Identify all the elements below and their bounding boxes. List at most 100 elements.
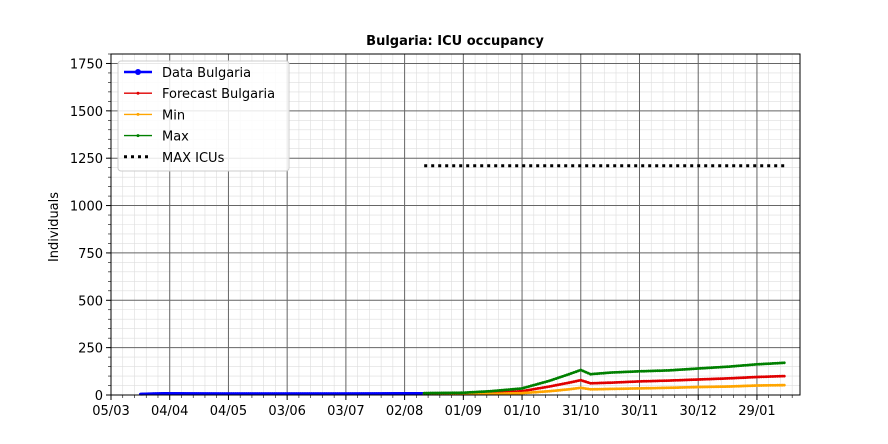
data-point: [567, 387, 571, 391]
data-point: [604, 381, 608, 385]
data-point: [271, 392, 274, 396]
y-tick-label: 500: [78, 294, 103, 309]
data-point: [370, 392, 374, 395]
data-point: [527, 388, 531, 392]
legend-entry-max: Max: [124, 130, 189, 145]
data-point: [498, 392, 502, 395]
data-point: [710, 366, 713, 370]
data-point: [755, 384, 759, 387]
data-point: [600, 381, 603, 385]
data-point: [762, 384, 766, 387]
data-point: [602, 381, 605, 385]
data-point: [721, 385, 725, 388]
data-point: [331, 392, 335, 396]
data-point: [604, 387, 608, 391]
data-point: [744, 363, 747, 367]
data-point: [457, 391, 461, 395]
data-point: [685, 367, 689, 371]
data-point: [741, 384, 745, 388]
legend-entry-forecast-bulgaria: Forecast Bulgaria: [124, 87, 275, 102]
data-point: [433, 391, 437, 395]
data-point: [644, 386, 648, 390]
data-point: [624, 387, 628, 390]
data-point: [177, 392, 181, 395]
data-point: [719, 365, 722, 369]
data-point: [386, 392, 389, 395]
data-point: [577, 379, 580, 383]
data-point: [518, 387, 522, 390]
data-point: [487, 389, 490, 393]
data-point: [595, 372, 599, 376]
data-point: [751, 384, 754, 388]
data-point: [622, 380, 626, 384]
data-point: [584, 380, 588, 384]
data-point: [633, 387, 637, 390]
data-point: [674, 386, 677, 389]
y-axis: 0 250 500 750 1000 1250 1500 1750: [70, 53, 111, 404]
data-point: [420, 392, 424, 395]
data-point: [778, 361, 782, 365]
data-point: [593, 381, 597, 385]
data-point: [613, 387, 617, 391]
data-point: [712, 385, 716, 389]
data-point: [699, 366, 702, 370]
legend-box: [117, 60, 290, 172]
data-point: [595, 381, 599, 385]
data-point: [340, 392, 344, 396]
y-tick-label: 1500: [70, 105, 103, 120]
data-point: [197, 392, 201, 395]
data-point: [581, 379, 585, 383]
data-point: [201, 392, 205, 395]
data-point: [739, 376, 743, 380]
data-point: [635, 380, 639, 383]
data-point: [589, 381, 592, 385]
chart-title: Bulgaria: ICU occupancy: [366, 34, 544, 49]
data-point: [561, 382, 564, 386]
y-tick-label: 1000: [70, 200, 103, 215]
data-point: [310, 392, 313, 396]
data-point: [507, 392, 510, 395]
data-point: [516, 387, 519, 391]
data-point: [778, 374, 782, 378]
data-point: [773, 383, 777, 387]
data-point: [705, 366, 709, 370]
data-point: [169, 392, 172, 395]
data-point: [484, 390, 488, 393]
data-point: [629, 380, 632, 384]
data-point: [351, 392, 355, 395]
legend-label: MAX ICUs: [162, 151, 225, 166]
data-point: [597, 381, 601, 385]
data-point: [701, 377, 705, 381]
data-point: [608, 371, 612, 374]
data-point: [552, 377, 556, 381]
data-point: [509, 392, 513, 395]
data-point: [712, 377, 716, 381]
data-point: [223, 392, 227, 396]
data-point: [156, 392, 159, 395]
data-point: [703, 377, 707, 381]
data-point: [173, 392, 177, 395]
data-point: [685, 378, 689, 382]
data-point: [396, 392, 400, 395]
data-point: [353, 392, 357, 395]
data-point: [669, 368, 673, 372]
data-point: [725, 377, 729, 380]
data-point: [556, 389, 560, 392]
data-point: [477, 390, 481, 394]
data-point: [556, 383, 560, 387]
data-point: [529, 384, 533, 388]
x-tick-label: 30/12: [679, 404, 716, 419]
series-max: [422, 361, 786, 395]
data-point: [708, 377, 711, 381]
data-point: [505, 388, 508, 392]
data-point: [626, 370, 630, 374]
data-point: [660, 379, 664, 383]
data-point: [780, 383, 784, 387]
data-point: [572, 387, 576, 391]
data-point: [658, 369, 662, 373]
data-point: [769, 362, 772, 365]
data-point: [732, 376, 736, 380]
data-point: [728, 385, 731, 388]
data-point: [455, 391, 459, 395]
data-point: [696, 367, 700, 370]
